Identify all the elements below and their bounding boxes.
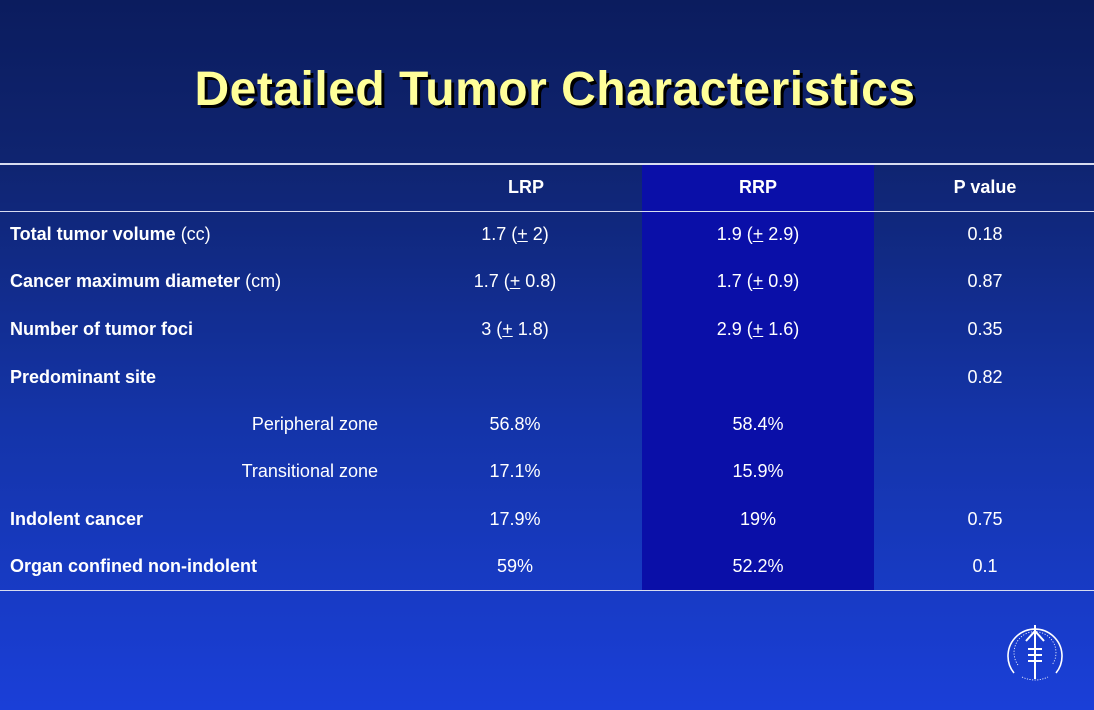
value-suffix: 1.6) — [763, 319, 800, 339]
seal-established-lettering — [1021, 676, 1049, 681]
table-bottom-rule — [0, 590, 1094, 591]
row-label: Cancer maximum diameter (cm) — [10, 270, 281, 292]
rrp-value: 1.9 (+ 2.9) — [717, 223, 800, 245]
slide-title: Detailed Tumor Characteristics — [194, 63, 916, 116]
rrp-value: 1.7 (+ 0.9) — [717, 270, 800, 292]
value-prefix: 1.7 ( — [473, 271, 510, 291]
p-value: 0.35 — [967, 319, 1003, 339]
row-label: Organ confined non-indolent — [10, 555, 257, 577]
rrp-value: 15.9% — [732, 461, 784, 481]
lrp-value: 17.1% — [489, 461, 541, 481]
plus-minus-sign: + — [752, 224, 764, 244]
table-header-rule — [0, 211, 1094, 212]
lrp-value: 1.7 (+ 2) — [481, 223, 549, 245]
value-prefix: 2.9 ( — [716, 319, 753, 339]
lrp-value: 3 (+ 1.8) — [481, 318, 549, 340]
row-label: Number of tumor foci — [10, 318, 193, 340]
p-value: 0.18 — [967, 224, 1003, 244]
p-value: 0.87 — [967, 271, 1003, 291]
rrp-value: 52.2% — [732, 556, 784, 576]
mskcc-seal-icon — [1007, 625, 1063, 681]
plus-minus-sign: + — [752, 271, 764, 291]
value-suffix: 0.8) — [520, 271, 557, 291]
row-label: Total tumor volume (cc) — [10, 223, 211, 245]
p-value: 0.75 — [967, 509, 1003, 529]
row-label-name: Total tumor volume — [10, 224, 176, 244]
value-suffix: 1.8) — [512, 319, 549, 339]
sub-row-label: Transitional zone — [241, 461, 378, 481]
row-label-name: Organ confined non-indolent — [10, 556, 257, 576]
lrp-value: 17.9% — [489, 509, 541, 529]
rrp-value: 2.9 (+ 1.6) — [717, 318, 800, 340]
header-lrp: LRP — [508, 177, 544, 197]
value-suffix: 2) — [527, 224, 549, 244]
plus-minus-sign: + — [509, 271, 521, 291]
header-p-value: P value — [953, 177, 1017, 197]
value-suffix: 0.9) — [763, 271, 800, 291]
row-label: Indolent cancer — [10, 508, 143, 530]
row-label-name: Number of tumor foci — [10, 319, 193, 339]
plus-minus-sign: + — [502, 319, 513, 339]
plus-minus-sign: + — [752, 319, 764, 339]
lrp-value: 1.7 (+ 0.8) — [474, 270, 557, 292]
value-suffix: 2.9) — [763, 224, 800, 244]
value-prefix: 1.7 ( — [716, 271, 753, 291]
row-label-name: Predominant site — [10, 367, 157, 387]
row-label-name: Indolent cancer — [10, 509, 144, 529]
plus-minus-sign: + — [517, 224, 528, 244]
value-prefix: 3 ( — [481, 319, 503, 339]
row-label-unit: (cm) — [240, 271, 282, 291]
row-label-unit: (cc) — [175, 224, 211, 244]
rrp-value: 19% — [739, 509, 777, 529]
table-top-rule — [0, 163, 1094, 165]
row-label: Predominant site — [10, 366, 156, 388]
lrp-value: 56.8% — [489, 414, 541, 434]
sub-row-label: Peripheral zone — [251, 414, 378, 434]
rrp-value: 58.4% — [732, 414, 784, 434]
value-prefix: 1.9 ( — [716, 224, 753, 244]
header-rrp: RRP — [738, 177, 778, 197]
lrp-value: 59% — [496, 556, 534, 576]
p-value: 0.82 — [967, 367, 1003, 387]
rrp-column-highlight — [642, 165, 874, 590]
value-prefix: 1.7 ( — [481, 224, 518, 244]
p-value: 0.1 — [972, 556, 998, 576]
row-label-name: Cancer maximum diameter — [10, 271, 241, 291]
seal-chevron — [1025, 629, 1045, 642]
